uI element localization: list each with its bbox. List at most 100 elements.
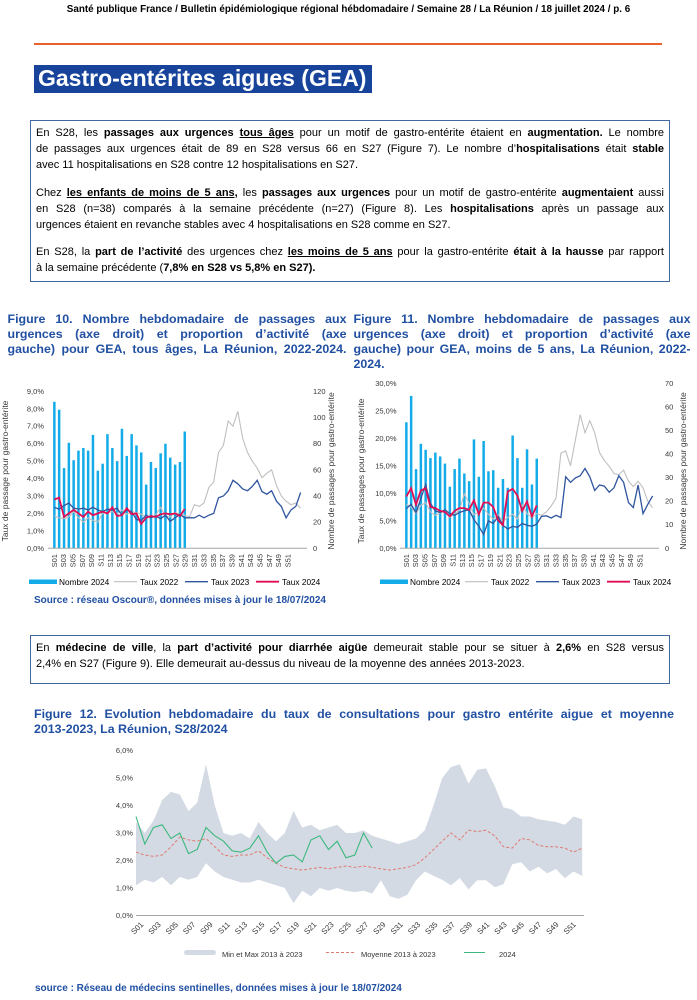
svg-text:S23: S23 — [320, 920, 336, 936]
svg-text:S13: S13 — [458, 554, 467, 567]
svg-text:2,0%: 2,0% — [116, 856, 133, 865]
svg-text:Taux de passage pour gastro-en: Taux de passage pour gastro-entérite — [0, 400, 10, 541]
svg-text:S51: S51 — [284, 554, 293, 567]
svg-text:S43: S43 — [598, 554, 607, 567]
svg-text:S01: S01 — [129, 920, 145, 936]
svg-text:Taux 2023: Taux 2023 — [211, 577, 250, 587]
svg-text:0: 0 — [313, 544, 317, 553]
svg-text:S03: S03 — [411, 554, 420, 567]
svg-text:100: 100 — [313, 413, 326, 422]
svg-text:S49: S49 — [626, 554, 635, 567]
svg-text:S11: S11 — [97, 554, 106, 567]
svg-text:S33: S33 — [551, 554, 560, 567]
svg-text:S15: S15 — [467, 554, 476, 567]
svg-text:S11: S11 — [449, 554, 458, 567]
svg-text:S03: S03 — [147, 920, 163, 936]
svg-text:S33: S33 — [199, 554, 208, 567]
svg-text:S15: S15 — [115, 554, 124, 567]
svg-text:5,0%: 5,0% — [27, 457, 44, 466]
svg-text:S33: S33 — [406, 920, 422, 936]
svg-text:10,0%: 10,0% — [375, 489, 397, 498]
svg-text:S21: S21 — [302, 920, 318, 936]
svg-text:80: 80 — [313, 439, 321, 448]
svg-text:S25: S25 — [337, 920, 354, 937]
svg-text:S43: S43 — [246, 554, 255, 567]
svg-text:S31: S31 — [542, 554, 551, 567]
svg-text:7,0%: 7,0% — [27, 422, 44, 431]
svg-text:S05: S05 — [69, 554, 78, 567]
svg-text:S31: S31 — [389, 920, 405, 936]
svg-text:S01: S01 — [50, 554, 59, 567]
svg-text:S37: S37 — [570, 554, 579, 567]
svg-text:S45: S45 — [256, 554, 265, 567]
svg-text:Taux 2022: Taux 2022 — [491, 577, 530, 587]
svg-text:S17: S17 — [268, 920, 284, 936]
svg-text:Moyenne 2013 à 2023: Moyenne 2013 à 2023 — [361, 950, 436, 959]
svg-text:15,0%: 15,0% — [375, 461, 397, 470]
svg-text:6,0%: 6,0% — [116, 746, 133, 755]
svg-text:S37: S37 — [441, 920, 457, 936]
svg-text:S41: S41 — [589, 554, 598, 567]
svg-text:S49: S49 — [544, 920, 560, 936]
svg-text:S35: S35 — [561, 554, 570, 567]
svg-text:9,0%: 9,0% — [27, 387, 44, 396]
svg-text:20: 20 — [665, 497, 673, 506]
svg-text:S25: S25 — [514, 554, 523, 567]
svg-text:Nombre 2024: Nombre 2024 — [59, 577, 110, 587]
svg-text:S13: S13 — [106, 554, 115, 567]
svg-text:S07: S07 — [78, 554, 87, 567]
svg-text:S27: S27 — [523, 554, 532, 567]
svg-text:S21: S21 — [495, 554, 504, 567]
svg-text:25,0%: 25,0% — [375, 406, 397, 415]
svg-text:S19: S19 — [285, 920, 301, 936]
svg-text:S27: S27 — [354, 920, 370, 936]
svg-text:S03: S03 — [59, 554, 68, 567]
svg-text:3,0%: 3,0% — [27, 492, 44, 501]
svg-text:10: 10 — [665, 520, 673, 529]
svg-text:S39: S39 — [227, 554, 236, 567]
svg-text:30,0%: 30,0% — [375, 379, 397, 388]
svg-text:S41: S41 — [475, 920, 491, 936]
svg-text:Taux 2024: Taux 2024 — [633, 577, 672, 587]
svg-text:S39: S39 — [580, 554, 589, 567]
svg-text:4,0%: 4,0% — [116, 801, 133, 810]
svg-text:Taux 2024: Taux 2024 — [282, 577, 321, 587]
svg-text:40: 40 — [665, 450, 673, 459]
svg-text:Nombre 2024: Nombre 2024 — [410, 577, 461, 587]
svg-text:S25: S25 — [162, 554, 171, 567]
svg-text:S49: S49 — [274, 554, 283, 567]
svg-text:S09: S09 — [198, 920, 214, 936]
svg-text:S35: S35 — [423, 920, 440, 937]
svg-text:S41: S41 — [237, 554, 246, 567]
svg-text:Taux 2023: Taux 2023 — [562, 577, 601, 587]
svg-text:Min et Max 2013 à 2023: Min et Max 2013 à 2023 — [222, 950, 302, 959]
svg-text:S09: S09 — [87, 554, 96, 567]
svg-text:S29: S29 — [181, 554, 190, 567]
svg-text:20: 20 — [313, 518, 321, 527]
svg-text:Taux de passages pour gastro-e: Taux de passages pour gastro-entérite — [356, 398, 366, 543]
svg-text:S47: S47 — [265, 554, 274, 567]
svg-text:S07: S07 — [181, 920, 197, 936]
svg-text:Nombre de passages pour gastro: Nombre de passages pour gastro-entérite — [678, 392, 688, 550]
svg-text:8,0%: 8,0% — [27, 404, 44, 413]
svg-text:0: 0 — [665, 544, 669, 553]
svg-text:30: 30 — [665, 473, 673, 482]
svg-text:40: 40 — [313, 492, 321, 501]
svg-text:S19: S19 — [486, 554, 495, 567]
svg-text:2024: 2024 — [499, 950, 516, 959]
svg-text:S01: S01 — [402, 554, 411, 567]
svg-text:60: 60 — [313, 465, 321, 474]
svg-text:S09: S09 — [439, 554, 448, 567]
svg-text:S21: S21 — [143, 554, 152, 567]
svg-text:S27: S27 — [171, 554, 180, 567]
svg-text:S39: S39 — [458, 920, 474, 936]
svg-text:S31: S31 — [190, 554, 199, 567]
svg-text:70: 70 — [665, 379, 673, 388]
svg-text:S11: S11 — [216, 920, 232, 936]
svg-text:50: 50 — [665, 426, 673, 435]
svg-text:S51: S51 — [562, 920, 578, 936]
svg-text:120: 120 — [313, 387, 326, 396]
svg-text:0,0%: 0,0% — [116, 911, 133, 920]
svg-text:5,0%: 5,0% — [379, 516, 396, 525]
svg-text:1,0%: 1,0% — [27, 526, 44, 535]
